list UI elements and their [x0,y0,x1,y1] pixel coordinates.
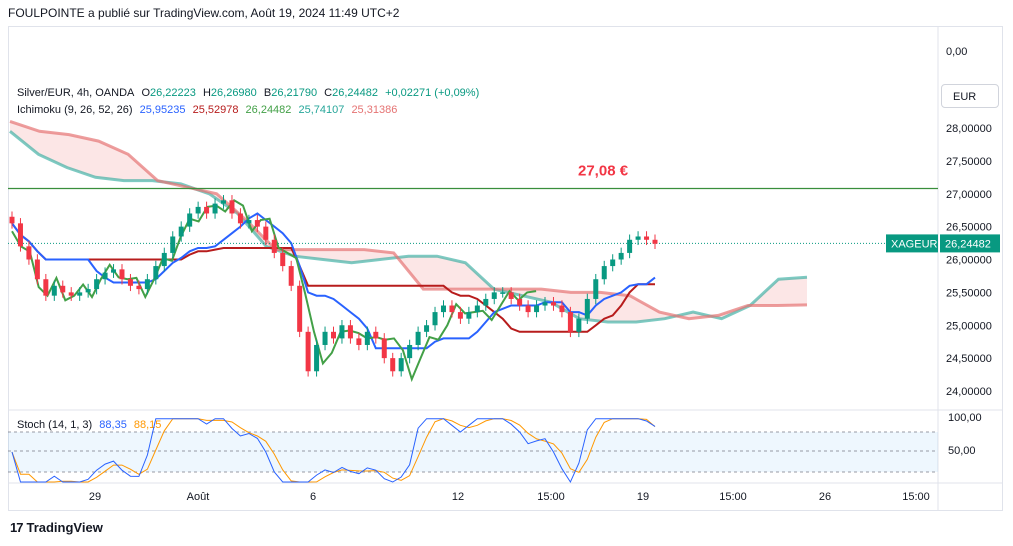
stoch-legend: Stoch (14, 1, 3) 88,35 88,15 [17,419,165,431]
tradingview-footer[interactable]: 17 TradingView [10,520,103,535]
publisher-header: FOULPOINTE a publié sur TradingView.com,… [8,6,400,20]
ichimoku-value-4: 25,74107 [298,104,345,116]
ichimoku-value-1: 25,95235 [139,104,186,116]
footer-brand: TradingView [26,520,103,535]
ichimoku-label[interactable]: Ichimoku (9, 26, 52, 26) [17,104,133,116]
ohlc-high: H26,26980 [202,87,257,99]
ichimoku-value-5: 25,31386 [351,104,398,116]
ohlc-open: O26,22223 [141,87,196,99]
ichimoku-value-2: 25,52978 [192,104,239,116]
currency-button[interactable]: EUR [941,84,999,108]
chart-frame [8,26,1003,511]
stoch-d-value: 88,15 [133,419,162,431]
ichimoku-value-3: 26,24482 [245,104,292,116]
ichimoku-legend: Ichimoku (9, 26, 52, 26) 25,95235 25,529… [17,104,401,116]
stoch-label[interactable]: Stoch (14, 1, 3) [17,419,93,431]
symbol-name[interactable]: Silver/EUR, 4h, OANDA [17,87,135,99]
ohlc-low: B26,21790 [263,87,318,99]
symbol-legend: Silver/EUR, 4h, OANDA O26,22223 H26,2698… [17,87,483,99]
ohlc-change: +0,02271 (+0,09%) [385,87,480,99]
ohlc-close: C26,24482 [324,87,378,99]
tradingview-logo-icon: 17 [10,520,24,535]
stoch-k-value: 88,35 [99,419,127,431]
